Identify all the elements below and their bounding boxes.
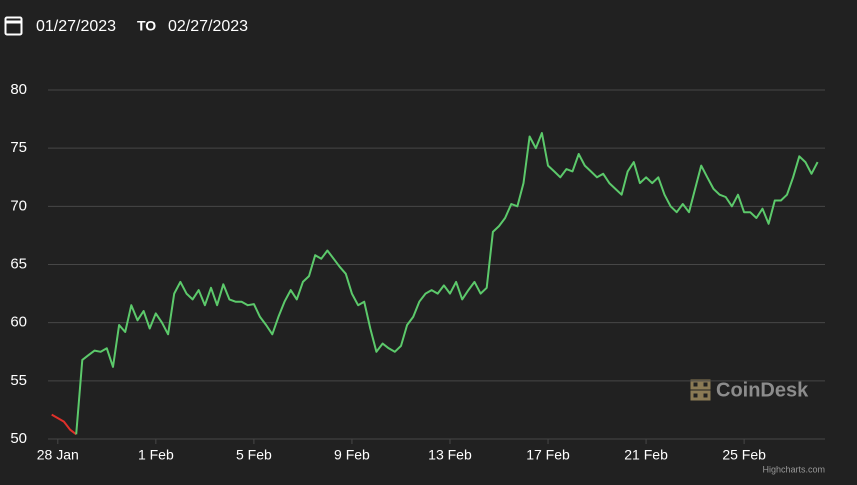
y-tick-label: 65	[10, 255, 27, 272]
x-tick-label: 5 Feb	[236, 447, 272, 463]
date-from[interactable]: 01/27/2023	[36, 18, 116, 35]
credits[interactable]: Highcharts.com	[762, 464, 825, 474]
date-separator: TO	[137, 18, 156, 34]
x-tick-label: 13 Feb	[428, 447, 472, 463]
date-to[interactable]: 02/27/2023	[168, 18, 248, 35]
y-tick-label: 50	[10, 430, 27, 447]
watermark: CoinDesk	[690, 379, 809, 401]
y-tick-label: 75	[10, 139, 27, 156]
x-tick-label: 25 Feb	[722, 447, 766, 463]
x-tick-label: 21 Feb	[624, 447, 668, 463]
y-tick-label: 55	[10, 372, 27, 389]
price-line	[75, 132, 819, 435]
price-line	[51, 413, 77, 436]
y-tick-label: 70	[10, 197, 27, 214]
x-tick-label: 1 Feb	[138, 447, 174, 463]
x-tick-label: 28 Jan	[37, 447, 79, 463]
x-tick-label: 9 Feb	[334, 447, 370, 463]
watermark-text: CoinDesk	[716, 379, 809, 401]
y-tick-label: 60	[10, 314, 27, 331]
x-tick-label: 17 Feb	[526, 447, 570, 463]
calendar-icon[interactable]	[4, 16, 23, 36]
y-tick-label: 80	[10, 81, 27, 98]
